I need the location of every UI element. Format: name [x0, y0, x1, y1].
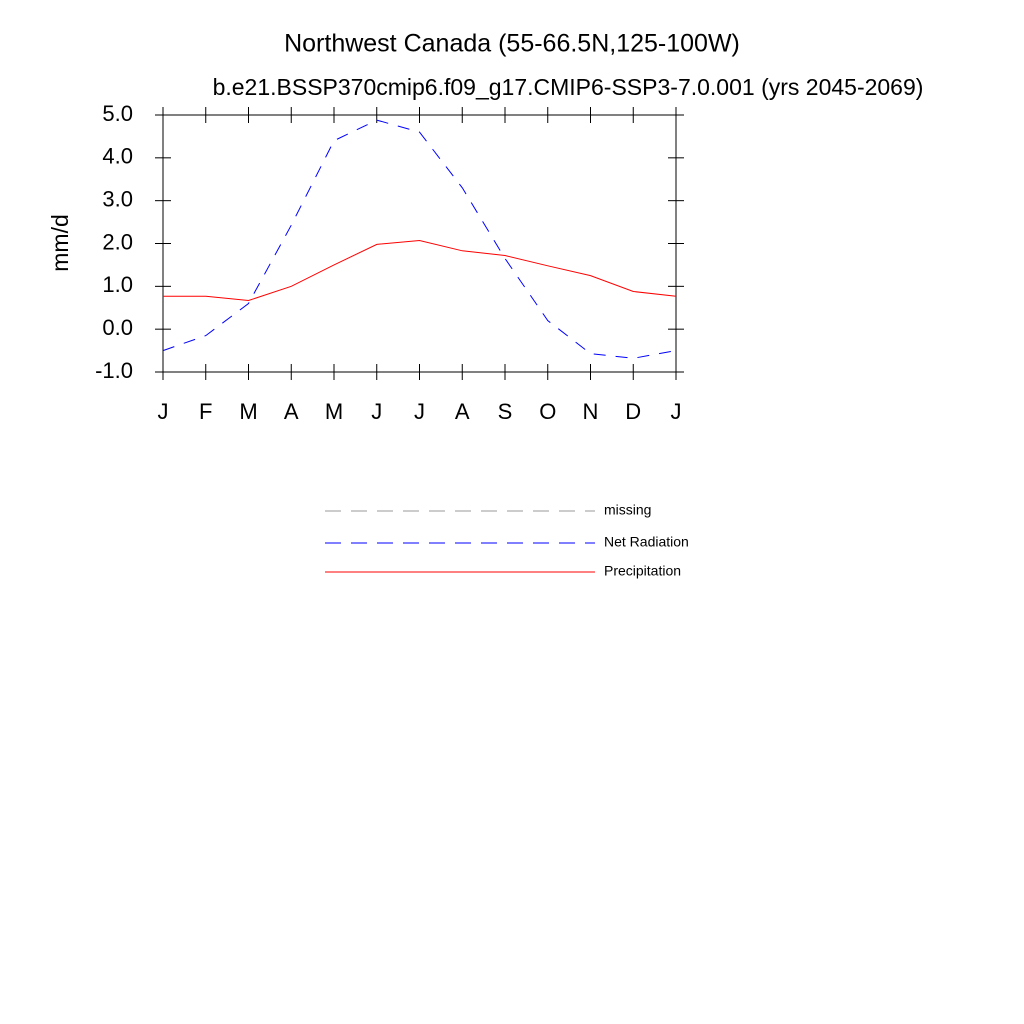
y-tick-label: 5.0 — [102, 101, 133, 126]
x-tick-label: A — [284, 399, 299, 424]
chart-title: Northwest Canada (55-66.5N,125-100W) — [284, 30, 740, 58]
y-tick-label: 1.0 — [102, 272, 133, 297]
x-tick-label: J — [371, 399, 382, 424]
series-line — [162, 119, 677, 359]
y-tick-label: 4.0 — [102, 144, 133, 169]
x-tick-label: J — [671, 399, 682, 424]
x-tick-label: D — [625, 399, 641, 424]
chart-subtitle: b.e21.BSSP370cmip6.f09_g17.CMIP6-SSP3-7.… — [213, 74, 924, 100]
y-tick-label: 3.0 — [102, 186, 133, 211]
x-tick-label: O — [539, 399, 556, 424]
x-tick-label: F — [199, 399, 212, 424]
series-line — [163, 239, 677, 302]
x-tick-label: S — [498, 399, 513, 424]
x-tick-label: J — [414, 399, 425, 424]
plot-frame — [162, 114, 677, 373]
legend-label: Precipitation — [604, 563, 681, 579]
y-tick-label: 2.0 — [102, 229, 133, 254]
x-tick-label: J — [158, 399, 169, 424]
x-tick-label: A — [455, 399, 470, 424]
legend-label: missing — [604, 502, 651, 518]
x-tick-label: N — [583, 399, 599, 424]
legend-label: Net Radiation — [604, 534, 689, 550]
y-tick-label: 0.0 — [102, 315, 133, 340]
x-tick-label: M — [325, 399, 343, 424]
x-tick-label: M — [239, 399, 257, 424]
y-axis-label: mm/d — [47, 214, 73, 272]
y-tick-label: -1.0 — [95, 358, 133, 383]
